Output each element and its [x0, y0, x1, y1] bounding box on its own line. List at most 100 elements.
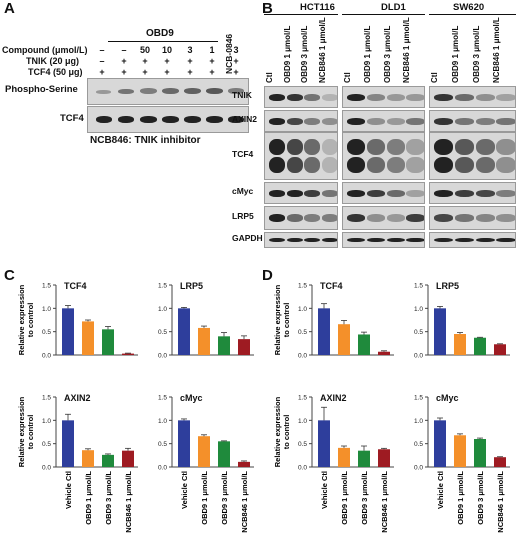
y-axis-title: Relative expression: [273, 284, 282, 355]
grid-value: +: [187, 67, 193, 77]
blot-strip: [429, 182, 516, 204]
cell-line-hct116: HCT116: [300, 2, 335, 13]
y-tick-label: 1.0: [158, 418, 167, 425]
chart-title: TCF4: [64, 281, 87, 291]
bar: [82, 321, 94, 355]
grid-value: 10: [161, 45, 172, 55]
bar: [494, 344, 506, 355]
bar: [62, 308, 74, 355]
bar: [358, 334, 370, 355]
bar: [338, 324, 350, 355]
y-tick-label: 1.5: [298, 395, 307, 402]
y-tick-label: 0.5: [42, 329, 51, 336]
y-tick-label: 0.5: [414, 441, 423, 448]
y-tick-label: 1.5: [158, 395, 167, 402]
y-tick-label: 1.5: [414, 395, 423, 402]
blot-tcf4-a: [87, 106, 249, 133]
panel-letter-b: B: [262, 0, 273, 17]
blot-strip: [342, 110, 425, 132]
y-axis-title: to control: [282, 415, 291, 450]
bar: [238, 339, 250, 355]
y-tick-label: 1.0: [414, 306, 423, 313]
y-tick-label: 0.5: [298, 329, 307, 336]
blot-label: cMyc: [232, 186, 254, 196]
y-tick-label: 0.0: [298, 465, 307, 472]
bar: [122, 450, 134, 467]
blot-label: TNIK: [232, 90, 252, 100]
y-tick-label: 0.0: [414, 353, 423, 360]
grid-value: +: [187, 56, 193, 66]
bar: [62, 420, 74, 467]
y-tick-label: 1.5: [158, 283, 167, 290]
chart-title: cMyc: [180, 393, 203, 403]
blot-strip: [342, 182, 425, 204]
y-tick-label: 0.5: [158, 441, 167, 448]
y-tick-label: 1.5: [414, 283, 423, 290]
x-tick-label: OBD9 1 μmol/L: [84, 471, 93, 525]
bar: [178, 420, 190, 467]
bar: [318, 420, 330, 467]
bar: [102, 329, 114, 355]
y-tick-label: 1.0: [158, 306, 167, 313]
y-tick-label: 0.0: [158, 353, 167, 360]
blot-label-phospho-serine: Phospho-Serine: [5, 84, 78, 95]
x-tick-label: NCB846 1 μmol/L: [124, 471, 133, 533]
bar: [494, 457, 506, 467]
blot-label: LRP5: [232, 211, 254, 221]
y-axis-title: Relative expression: [17, 396, 26, 467]
grid-value: –: [121, 45, 127, 55]
chart-title: TCF4: [320, 281, 343, 291]
grid-value: +: [233, 67, 239, 77]
blot-strip: [429, 232, 516, 248]
bar: [474, 439, 486, 467]
blot-strip: [342, 206, 425, 230]
x-tick-label: OBD9 1 μmol/L: [200, 471, 209, 525]
row-label-tnik: TNIK (20 μg): [26, 56, 80, 66]
grid-value: 3: [233, 45, 239, 55]
y-tick-label: 0.0: [414, 465, 423, 472]
grid-value: +: [99, 67, 105, 77]
blot-strip: [342, 132, 425, 180]
blot-strip: [429, 132, 516, 180]
y-tick-label: 0.0: [42, 353, 51, 360]
blot-strip: [429, 206, 516, 230]
y-tick-label: 0.5: [414, 329, 423, 336]
grid-value: 50: [139, 45, 150, 55]
y-tick-label: 1.0: [298, 306, 307, 313]
y-tick-label: 0.0: [298, 353, 307, 360]
y-tick-label: 1.0: [414, 418, 423, 425]
y-axis-title: to control: [26, 303, 35, 338]
y-axis-title: to control: [26, 415, 35, 450]
blot-strip: [264, 86, 338, 108]
cell-line-dld1: DLD1: [381, 2, 406, 13]
grid-value: +: [164, 56, 170, 66]
obd9-group-line: [108, 41, 218, 42]
panel-letter-a: A: [4, 0, 15, 17]
grid-value: –: [99, 56, 105, 66]
grid-value: 1: [209, 45, 215, 55]
x-tick-label: OBD9 3 μmol/L: [360, 471, 369, 525]
x-tick-label: OBD9 1 μmol/L: [456, 471, 465, 525]
grid-value: +: [233, 56, 239, 66]
bar: [238, 461, 250, 467]
bar: [218, 336, 230, 355]
x-tick-label: NCB846 1 μmol/L: [496, 471, 505, 533]
grid-value: 3: [187, 45, 193, 55]
grid-value: –: [99, 45, 105, 55]
x-tick-label: NCB846 1 μmol/L: [380, 471, 389, 533]
grid-value: +: [121, 56, 127, 66]
x-tick-label: Vehicle Ctl: [320, 471, 329, 509]
grid-value: +: [142, 67, 148, 77]
row-label-compound: Compound (μmol/L): [2, 45, 88, 55]
obd9-group-label: OBD9: [146, 28, 174, 39]
chart-title: LRP5: [180, 281, 203, 291]
chart-title: cMyc: [436, 393, 459, 403]
bar: [102, 454, 114, 467]
bar: [198, 327, 210, 355]
blot-strip: [264, 110, 338, 132]
blot-strip: [342, 86, 425, 108]
grid-value: +: [121, 67, 127, 77]
blot-strip: [429, 86, 516, 108]
y-tick-label: 0.0: [42, 465, 51, 472]
